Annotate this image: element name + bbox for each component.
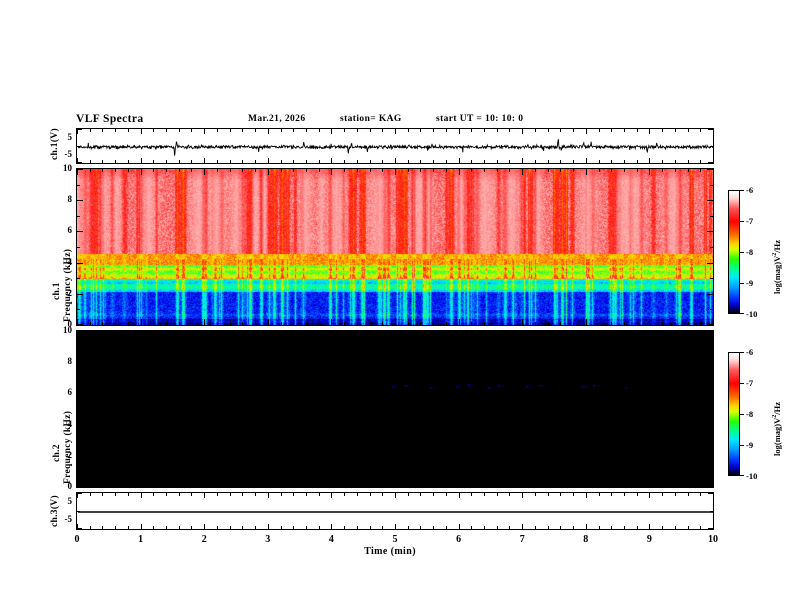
ch1-spectrogram-ytick-3: 6 [67, 225, 73, 236]
ch1-waveform-trace [77, 139, 713, 157]
x-axis-tick-9: 9 [646, 534, 652, 545]
ch2-spectrogram-axis-title-line2: Frequency (kHz) [63, 410, 73, 484]
ch2-spectrogram-ytick-3: 6 [67, 387, 73, 398]
ch3-waveform-axis-title: ch.3(V) [50, 495, 60, 527]
ch2-colorbar-title-prefix: log(mag)V [772, 417, 782, 456]
ch1-colorbar-tickmark-4 [740, 313, 744, 314]
ch1-waveform-ytick-1: -5 [64, 148, 73, 159]
ch1-colorbar-ticklabel-3: -9 [746, 278, 754, 288]
ch1-waveform-ytick-0: 5 [67, 131, 73, 142]
ch3-waveform-ytick-0: 5 [67, 496, 73, 506]
ch1-colorbar-tickmark-1 [740, 221, 744, 222]
ch1-colorbar: -6 -7 -8 -9 -10 log(mag)V2/Hz [728, 185, 788, 319]
x-axis-tick-6: 6 [456, 534, 462, 545]
ch2-colorbar-ticklabel-2: -8 [746, 409, 754, 419]
ch2-colorbar-ticklabel-0: -6 [746, 347, 754, 357]
ch2-spectrogram-axis-title-line1: ch.2 [52, 444, 62, 462]
ch1-colorbar-ticklabel-2: -8 [746, 247, 754, 257]
ch1-spectrogram-axis-title-line2: Frequency (kHz) [63, 248, 73, 322]
x-axis-tick-10: 10 [708, 534, 718, 545]
ch1-spectrogram-image [77, 169, 713, 325]
ch2-colorbar-gradient [728, 352, 740, 476]
ch1-colorbar-tickmark-2 [740, 252, 744, 253]
x-axis-tick-1: 1 [138, 534, 144, 545]
ch1-spectrogram-ytick-1: 2 [67, 287, 73, 298]
ch3-waveform-panel [76, 492, 714, 530]
plot-date: Mar.21, 2026 [248, 114, 306, 124]
x-axis-tick-2: 2 [201, 534, 207, 545]
ch1-colorbar-title-prefix: log(mag)V [772, 255, 782, 294]
ch1-colorbar-gradient [728, 190, 740, 314]
ch2-colorbar-title: log(mag)V2/Hz [772, 402, 782, 456]
ch2-colorbar-tickmark-4 [740, 475, 744, 476]
ch1-colorbar-title: log(mag)V2/Hz [772, 240, 782, 294]
ch1-spectrogram-axis-title-line1: ch.1 [52, 282, 62, 300]
x-axis-title: Time (min) [0, 546, 792, 557]
x-axis-tick-0: 0 [74, 534, 80, 545]
x-axis-tick-5: 5 [392, 534, 398, 545]
ch2-colorbar-ticklabel-3: -9 [746, 440, 754, 450]
ch2-colorbar-ticklabel-1: -7 [746, 378, 754, 388]
ch2-colorbar-title-suffix: /Hz [772, 401, 782, 415]
ch1-spectrogram-panel [76, 168, 714, 326]
ch2-spectrogram-ytick-2: 4 [67, 418, 73, 429]
ch2-colorbar: -6 -7 -8 -9 -10 log(mag)V2/Hz [728, 347, 788, 481]
ch1-spectrogram-ytick-5: 10 [63, 163, 72, 173]
x-axis-tick-4: 4 [328, 534, 334, 545]
ch1-spectrogram-ytick-2: 4 [67, 256, 73, 267]
ch2-spectrogram-ytick-1: 2 [67, 449, 73, 460]
ch2-colorbar-ticklabel-4: -10 [746, 471, 758, 481]
plot-title: VLF Spectra [76, 113, 144, 125]
ch2-spectrogram-ytick-5: 10 [63, 325, 72, 335]
ch2-spectrogram-image [77, 331, 713, 487]
ch1-waveform-axis-title: ch.1(V) [50, 128, 60, 160]
ch2-spectrogram-panel [76, 330, 714, 488]
ch2-spectrogram-ytick-0: 0 [67, 481, 73, 491]
ch2-colorbar-tickmark-3 [740, 445, 744, 446]
ch1-colorbar-ticklabel-4: -10 [746, 309, 758, 319]
ch2-spectrogram-ytick-4: 8 [67, 356, 73, 367]
plot-station: station= KAG [340, 114, 402, 124]
ch1-colorbar-ticklabel-1: -7 [746, 216, 754, 226]
ch1-colorbar-title-exponent: 2 [772, 252, 779, 256]
ch3-waveform-ytick-1: -5 [64, 514, 73, 524]
ch3-waveform-trace [78, 511, 713, 513]
ch1-colorbar-tickmark-3 [740, 283, 744, 284]
ch1-colorbar-tickmark-0 [740, 190, 744, 191]
plot-start-ut: start UT = 10: 10: 0 [436, 114, 524, 124]
x-axis-tick-8: 8 [583, 534, 589, 545]
ch2-colorbar-title-exponent: 2 [772, 414, 779, 418]
ch1-spectrogram-ytick-4: 8 [67, 194, 73, 205]
ch1-colorbar-title-suffix: /Hz [772, 239, 782, 253]
x-axis-title-text: Time (min) [364, 546, 416, 557]
ch2-colorbar-tickmark-0 [740, 352, 744, 353]
x-axis-tick-7: 7 [519, 534, 525, 545]
ch1-colorbar-ticklabel-0: -6 [746, 185, 754, 195]
ch1-waveform-panel [76, 128, 714, 164]
x-axis-tick-3: 3 [265, 534, 271, 545]
ch1-spectrogram-ytick-0: 0 [67, 319, 73, 329]
svg-ch1wave-path [77, 139, 713, 157]
ch2-colorbar-tickmark-2 [740, 414, 744, 415]
ch2-colorbar-tickmark-1 [740, 383, 744, 384]
